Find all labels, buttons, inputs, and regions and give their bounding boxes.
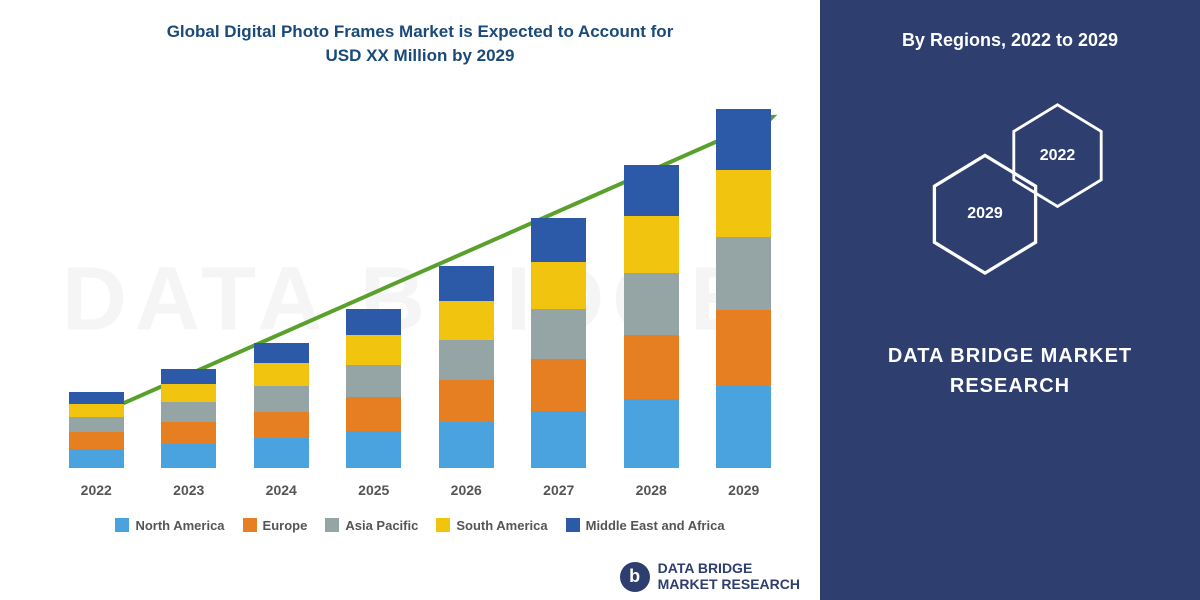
bar-segment xyxy=(69,449,124,467)
bar-segment xyxy=(69,432,124,449)
bar-segment xyxy=(69,404,124,417)
right-panel-title: By Regions, 2022 to 2029 xyxy=(902,30,1118,51)
bar-segment xyxy=(531,262,586,309)
hex-badge: 2022 xyxy=(1010,101,1105,210)
x-axis-label: 2028 xyxy=(624,482,679,498)
bar-segment xyxy=(624,273,679,335)
bars-row xyxy=(50,108,790,468)
x-axis-label: 2026 xyxy=(439,482,494,498)
hex-badges: 2029 2022 xyxy=(900,101,1120,281)
bar-segment xyxy=(161,384,216,402)
bar-segment xyxy=(624,165,679,217)
bar-segment xyxy=(254,438,309,467)
x-axis-label: 2024 xyxy=(254,482,309,498)
bar-group xyxy=(161,369,216,468)
bar-segment xyxy=(254,363,309,386)
chart-title-line1: Global Digital Photo Frames Market is Ex… xyxy=(167,22,674,41)
bar-segment xyxy=(716,170,771,237)
chart-title: Global Digital Photo Frames Market is Ex… xyxy=(40,20,800,68)
right-panel: By Regions, 2022 to 2029 2029 2022 DATA B… xyxy=(820,0,1200,600)
main-container: DATA BRIDGE Global Digital Photo Frames … xyxy=(0,0,1200,600)
bar-segment xyxy=(439,301,494,340)
bar-segment xyxy=(254,343,309,363)
bar-segment xyxy=(346,365,401,397)
bar-segment xyxy=(716,109,771,169)
legend-item: Europe xyxy=(243,518,308,533)
legend-label: Asia Pacific xyxy=(345,518,418,533)
bar-segment xyxy=(254,386,309,411)
hex-label: 2022 xyxy=(1040,147,1076,165)
bar-segment xyxy=(716,310,771,385)
brand-text-line1: DATA BRIDGE xyxy=(658,560,753,576)
brand-text: DATA BRIDGE MARKET RESEARCH xyxy=(658,561,800,592)
bar-segment xyxy=(69,392,124,404)
bar-group xyxy=(716,109,771,467)
legend-item: North America xyxy=(115,518,224,533)
brand-name: DATA BRIDGE MARKET RESEARCH xyxy=(888,341,1132,401)
chart-panel: DATA BRIDGE Global Digital Photo Frames … xyxy=(0,0,820,600)
x-axis-label: 2023 xyxy=(161,482,216,498)
corner-brand: b DATA BRIDGE MARKET RESEARCH xyxy=(620,561,800,592)
bar-segment xyxy=(716,386,771,468)
brand-line2: RESEARCH xyxy=(950,375,1070,397)
bar-segment xyxy=(716,237,771,311)
bar-segment xyxy=(531,309,586,359)
bar-segment xyxy=(161,369,216,384)
chart-title-line2: USD XX Million by 2029 xyxy=(326,46,515,65)
x-axis-label: 2025 xyxy=(346,482,401,498)
x-axis-labels: 2022 2023 2024 2025 2026 2027 2028 2029 xyxy=(50,482,790,498)
bar-segment xyxy=(346,397,401,430)
bar-segment xyxy=(624,216,679,273)
legend-item: Middle East and Africa xyxy=(566,518,725,533)
bar-segment xyxy=(346,431,401,468)
legend-item: Asia Pacific xyxy=(325,518,418,533)
legend-swatch xyxy=(566,518,580,532)
bar-segment xyxy=(624,335,679,399)
bar-segment xyxy=(531,411,586,468)
bar-segment xyxy=(161,402,216,422)
bar-segment xyxy=(531,218,586,262)
legend-label: Middle East and Africa xyxy=(586,518,725,533)
bar-segment xyxy=(161,444,216,467)
legend-item: South America xyxy=(436,518,547,533)
x-axis-label: 2029 xyxy=(716,482,771,498)
bar-group xyxy=(69,392,124,467)
legend: North America Europe Asia Pacific South Ame… xyxy=(40,518,800,533)
legend-swatch xyxy=(436,518,450,532)
bar-segment xyxy=(439,340,494,380)
bar-segment xyxy=(439,380,494,422)
bar-group xyxy=(254,343,309,468)
bar-segment xyxy=(161,422,216,444)
bar-group xyxy=(346,309,401,468)
brand-text-line2: MARKET RESEARCH xyxy=(658,576,800,592)
bar-segment xyxy=(254,412,309,439)
bar-segment xyxy=(531,359,586,411)
x-axis-label: 2022 xyxy=(69,482,124,498)
x-axis-label: 2027 xyxy=(531,482,586,498)
brand-icon: b xyxy=(620,562,650,592)
bar-group xyxy=(439,266,494,468)
legend-swatch xyxy=(243,518,257,532)
bar-segment xyxy=(439,266,494,301)
bar-segment xyxy=(439,422,494,468)
legend-label: North America xyxy=(135,518,224,533)
hex-label: 2029 xyxy=(967,205,1003,223)
bar-group xyxy=(531,218,586,467)
bar-group xyxy=(624,165,679,468)
bar-segment xyxy=(346,335,401,365)
legend-swatch xyxy=(325,518,339,532)
plot-area: 2022 2023 2024 2025 2026 2027 2028 2029 xyxy=(50,88,790,508)
legend-label: South America xyxy=(456,518,547,533)
bar-segment xyxy=(69,417,124,432)
bar-segment xyxy=(624,399,679,468)
legend-swatch xyxy=(115,518,129,532)
bar-segment xyxy=(346,309,401,336)
legend-label: Europe xyxy=(263,518,308,533)
brand-line1: DATA BRIDGE MARKET xyxy=(888,345,1132,367)
